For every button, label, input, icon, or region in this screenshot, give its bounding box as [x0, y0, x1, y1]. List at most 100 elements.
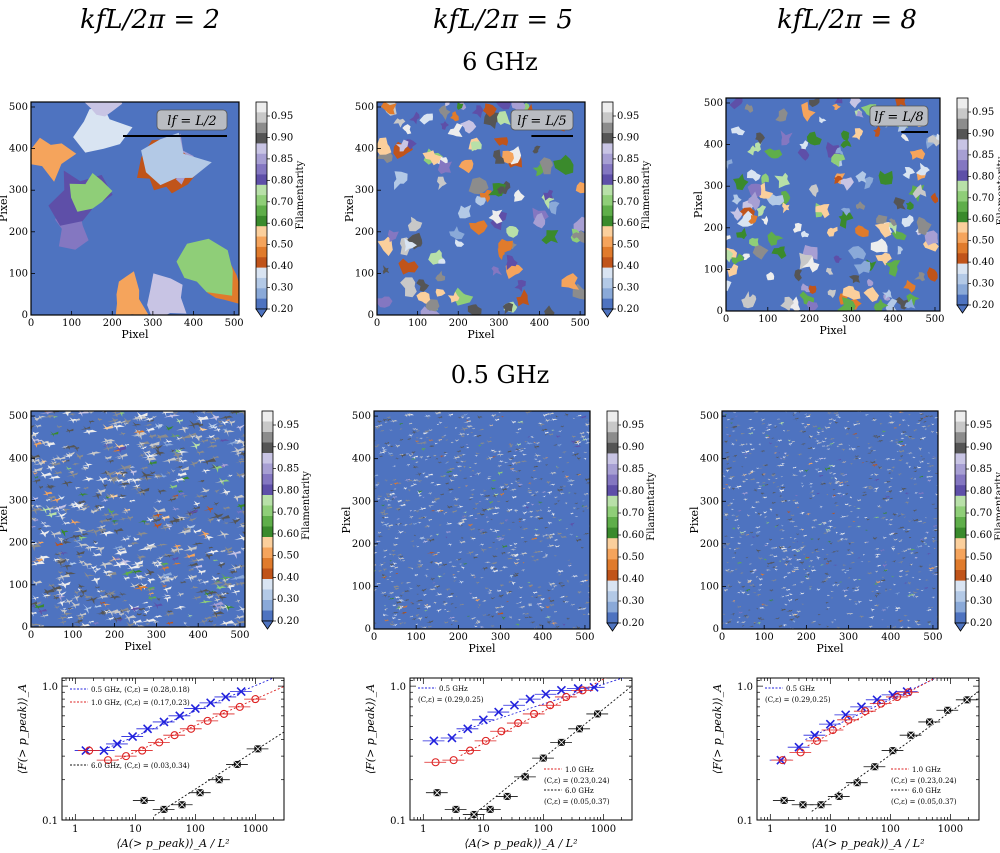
- map-structure: [442, 434, 447, 437]
- colorbar-swatch: [955, 485, 966, 497]
- map-structure: [424, 537, 431, 542]
- map-structure: [854, 585, 860, 590]
- map-structure: [793, 525, 798, 527]
- map-structure: [774, 477, 778, 480]
- map-structure: [489, 561, 498, 565]
- colorbar-swatch: [602, 122, 613, 134]
- map-structure: [461, 460, 467, 463]
- map-structure: [498, 570, 503, 572]
- map-structure: [811, 519, 818, 522]
- map-structure: [736, 509, 742, 513]
- plot-xtick-label: 100: [186, 824, 205, 835]
- map-structure: [489, 518, 493, 521]
- map-structure: [405, 582, 412, 584]
- map-structure: [55, 557, 67, 567]
- map-structure: [435, 608, 442, 613]
- map-structure: [31, 611, 37, 617]
- map-xtick-label: 400: [530, 318, 549, 329]
- map-structure: [825, 528, 830, 531]
- map-structure: [906, 581, 911, 586]
- map-structure: [508, 457, 512, 461]
- map-structure: [118, 431, 126, 436]
- map-structure: [801, 422, 805, 425]
- map-structure: [921, 425, 927, 428]
- map-structure: [189, 441, 201, 450]
- map-structure: [907, 497, 909, 500]
- map-xtick-label: 300: [842, 314, 861, 325]
- colorbar-swatch: [602, 298, 613, 310]
- map-structure: [884, 560, 887, 564]
- map-structure: [209, 512, 224, 519]
- map-structure: [740, 591, 746, 595]
- map-structure: [84, 546, 92, 551]
- colorbar-swatch: [607, 411, 618, 423]
- map-structure: [412, 544, 415, 548]
- map-structure: [196, 578, 202, 583]
- map-structure: [737, 541, 742, 545]
- map-structure: [389, 445, 394, 448]
- map-structure: [374, 487, 377, 490]
- map-structure: [824, 437, 828, 440]
- map-structure: [880, 619, 884, 621]
- map-structure: [778, 625, 783, 629]
- map-structure: [556, 466, 560, 470]
- data-point: [514, 718, 523, 728]
- map-structure: [524, 612, 529, 615]
- map-structure: [726, 235, 731, 241]
- data-point: [138, 746, 147, 755]
- map-structure: [790, 514, 795, 517]
- map-structure: [817, 441, 823, 444]
- map-structure: [445, 521, 453, 525]
- series-05ghz: [74, 678, 275, 756]
- map-structure: [810, 621, 815, 624]
- map-structure: [522, 453, 527, 456]
- map-structure: [839, 494, 844, 497]
- map-structure: [435, 270, 446, 282]
- map-structure: [415, 565, 423, 569]
- colorbar-swatch: [955, 612, 966, 624]
- map-structure: [822, 578, 828, 583]
- map-structure: [127, 542, 140, 546]
- map-structure: [928, 623, 932, 626]
- map-structure: [401, 612, 406, 614]
- map-structure: [827, 464, 833, 468]
- map-structure: [380, 102, 397, 115]
- map-structure: [57, 570, 64, 575]
- map-structure: [918, 564, 924, 568]
- map-structure: [745, 556, 749, 559]
- map-structure: [918, 419, 922, 422]
- map-structure: [457, 453, 464, 458]
- map-structure: [235, 605, 245, 614]
- map-structure: [801, 230, 810, 238]
- map-structure: [888, 518, 894, 521]
- map-structure: [382, 549, 388, 552]
- map-structure: [495, 606, 500, 609]
- map-structure: [504, 519, 509, 522]
- map-structure: [94, 504, 104, 511]
- map-structure: [495, 512, 499, 514]
- data-point: [796, 748, 805, 757]
- map-structure: [417, 603, 421, 606]
- map-structure: [514, 546, 517, 548]
- map-xtick-label: 100: [755, 632, 774, 643]
- map-structure: [841, 474, 846, 477]
- map-structure: [533, 453, 542, 458]
- map-structure: [733, 552, 737, 555]
- map-structure: [498, 412, 501, 414]
- map-structure: [203, 616, 212, 621]
- colorbar-swatch: [607, 591, 618, 603]
- map-structure: [200, 411, 206, 415]
- map-structure: [55, 551, 63, 556]
- map-structure: [474, 554, 479, 556]
- map-structure: [102, 440, 113, 447]
- colorbar-swatch: [957, 222, 968, 234]
- map-structure: [438, 104, 451, 121]
- map-structure: [374, 552, 378, 554]
- colorbar-swatch: [262, 558, 273, 569]
- map-structure: [429, 561, 433, 564]
- map-structure: [95, 475, 109, 484]
- legend-text: 6.0 GHz: [565, 787, 594, 795]
- map-structure: [487, 476, 492, 478]
- colorbar-swatch: [957, 180, 968, 192]
